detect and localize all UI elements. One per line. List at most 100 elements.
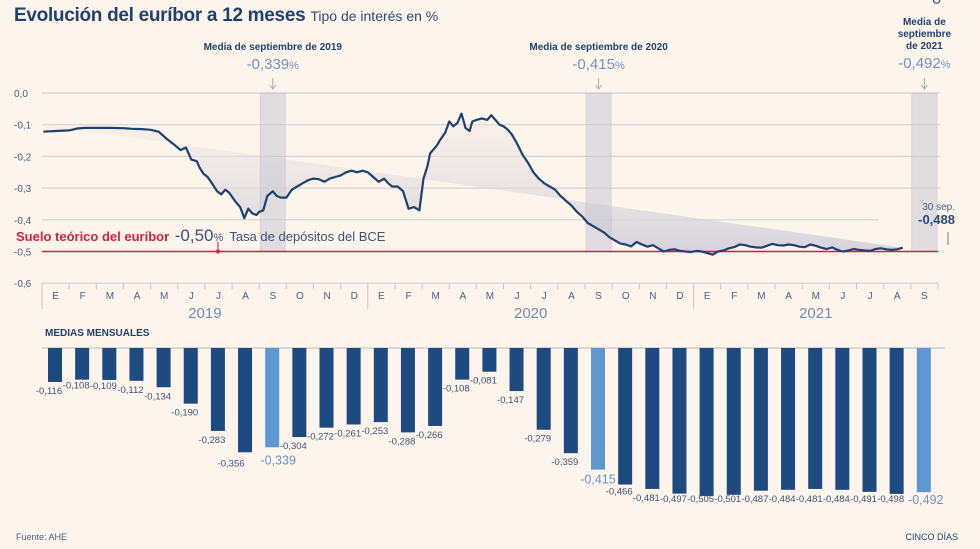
month-label: A: [785, 291, 792, 302]
floor-pct: %: [214, 232, 227, 244]
bar-value-label: -0,112: [117, 385, 143, 396]
month-label: J: [189, 291, 194, 302]
y-tick-label: -0,5: [14, 248, 32, 259]
month-label: M: [106, 291, 114, 302]
month-label: J: [840, 291, 845, 302]
bar: [400, 348, 415, 433]
axis-layer: 0,0 -0,1 -0,2 -0,3 -0,4 -0,5 -0,6 E F M A M J J A S O N D E…: [14, 89, 939, 322]
brand-logo-text: CINCO DÍAS: [905, 532, 958, 542]
bar: [889, 348, 904, 494]
last-point-date: 30 sep.: [922, 202, 955, 213]
annotation-value-number: -0,339: [247, 56, 290, 73]
y-tick-label: -0,3: [14, 184, 32, 195]
bar-value-label: -0,491: [850, 494, 877, 505]
year-label: 2021: [799, 305, 832, 322]
y-tick-label: -0,6: [14, 279, 32, 290]
bar: [48, 348, 62, 382]
bar: [591, 348, 605, 470]
bar-value-label: -0,498: [877, 494, 904, 505]
bar-value-label: -0,481: [633, 493, 660, 504]
bar: [672, 348, 687, 494]
bar: [319, 348, 334, 428]
month-label: J: [216, 291, 221, 302]
month-label: O: [622, 291, 630, 302]
bar: [808, 348, 823, 489]
month-label: F: [80, 291, 86, 302]
month-label: M: [432, 291, 440, 302]
bar-value-label: -0,466: [606, 487, 633, 498]
month-label: M: [486, 291, 494, 302]
bar: [183, 348, 198, 404]
bar: [753, 348, 768, 491]
band-layer: [259, 92, 938, 252]
bar-value-label: -0,484: [823, 494, 850, 505]
bar: [238, 348, 253, 453]
bar: [563, 348, 578, 454]
bar: [862, 348, 877, 492]
bar-layer: MEDIAS MENSUALES-0,116 -0,108 -0,109 -0,112…: [36, 328, 945, 507]
month-label: O: [296, 291, 304, 302]
bar: [536, 348, 551, 430]
annotation-heading: Media de septiembre de 2019: [204, 42, 343, 53]
bar-value-label: -0,109: [90, 381, 117, 392]
bar: [428, 348, 443, 426]
bar-value-label: -0,116: [36, 386, 62, 397]
y-tick-label: 0,0: [14, 89, 28, 100]
floor-desc: Tasa de depósitos del BCE: [229, 229, 385, 244]
bar-value-label: -0,339: [260, 453, 295, 467]
month-label: J: [542, 291, 547, 302]
annotation-value: -0,415%: [572, 56, 625, 73]
month-label: M: [812, 291, 820, 302]
september-band: [911, 92, 938, 252]
floor-layer: Suelo teórico del euríbor -0,50% Tasa de…: [16, 226, 938, 254]
bar-value-label: -0,415: [580, 473, 615, 487]
bar-value-label: -0,304: [280, 441, 307, 452]
floor-value: -0,50: [175, 226, 214, 245]
month-label: A: [242, 291, 249, 302]
annotation-value: -0,492%: [898, 55, 951, 72]
bar-value-label: -0,108: [443, 384, 470, 395]
bar-value-label: -0,279: [524, 434, 551, 445]
bar: [618, 348, 633, 485]
bar-value-label: -0,492: [908, 493, 943, 507]
month-label: D: [351, 291, 358, 302]
source-note: Fuente: AHE: [16, 532, 68, 542]
area-under-curve: [43, 113, 903, 255]
bar-value-label: -0,501: [714, 494, 741, 505]
annotation-arrowhead: [920, 84, 928, 90]
floor-label: Suelo teórico del euríbor: [16, 229, 173, 244]
bar-chart-title: MEDIAS MENSUALES: [45, 328, 150, 339]
floor-pointer-dot: [216, 249, 220, 254]
bar: [645, 348, 660, 489]
area-layer: [43, 113, 903, 255]
bar: [482, 348, 497, 372]
euribor-line: [43, 112, 904, 256]
month-label: S: [921, 291, 928, 302]
bar-value-label: -0,081: [470, 376, 497, 387]
bar: [455, 348, 470, 380]
month-label: A: [894, 291, 901, 302]
annotation-heading: Media de: [903, 17, 946, 28]
bar-value-label: -0,253: [361, 426, 388, 437]
subtitle-text: Tipo de interés en %: [310, 8, 439, 24]
bar-value-label: -0,484: [769, 494, 796, 505]
bar-value-label: -0,147: [497, 395, 524, 406]
line-layer: [43, 0, 941, 256]
annotation-value-number: -0,492: [898, 55, 941, 72]
y-tick-label: -0,2: [14, 152, 32, 163]
month-label: E: [378, 291, 385, 302]
month-label: J: [868, 291, 873, 302]
bar-value-label: -0,108: [63, 381, 90, 392]
month-label: N: [649, 291, 656, 302]
bar: [292, 348, 307, 438]
month-label: M: [160, 291, 168, 302]
bar-value-label: -0,481: [796, 494, 823, 505]
annotation-arrowhead: [269, 84, 277, 90]
annotation-value-pct: %: [615, 60, 625, 72]
bar: [916, 348, 931, 493]
month-label: A: [459, 291, 466, 302]
bar-value-label: -0,283: [198, 435, 225, 446]
month-label: D: [676, 291, 683, 302]
last-point-value: -0,488: [918, 212, 955, 227]
month-label: F: [405, 291, 411, 302]
